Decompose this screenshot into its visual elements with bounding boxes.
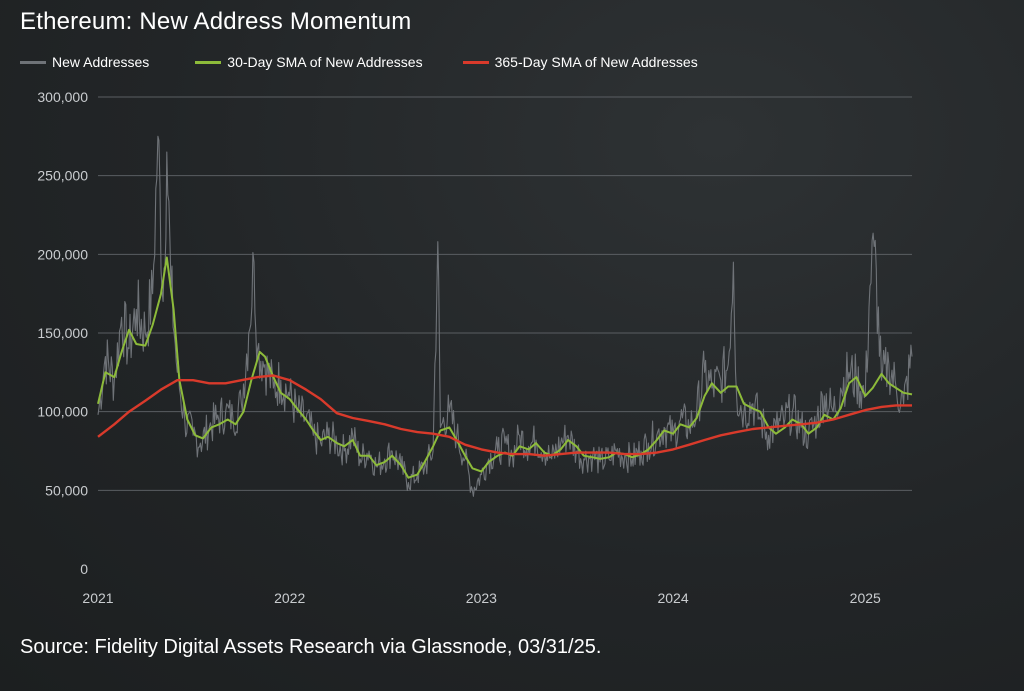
legend-label-365day-sma: 365-Day SMA of New Addresses (494, 54, 698, 70)
x-tick-label: 2022 (274, 590, 305, 606)
gridlines (98, 96, 912, 491)
y-tick-label: 100,000 (37, 404, 88, 420)
x-tick-label: 2025 (850, 590, 881, 606)
series-lines (97, 135, 913, 497)
x-tick-label: 2023 (466, 590, 497, 606)
source-note: Source: Fidelity Digital Assets Research… (20, 636, 602, 658)
legend-swatch-new-addresses (20, 60, 46, 64)
y-tick-label: 150,000 (37, 325, 88, 341)
legend-label-new-addresses: New Addresses (52, 54, 150, 70)
legend-label-30day-sma: 30-Day SMA of New Addresses (227, 54, 423, 70)
y-tick-label: 300,000 (37, 89, 88, 105)
legend-swatch-30day-sma (195, 60, 222, 64)
series-line-new-addresses (97, 135, 913, 497)
y-tick-label: 0 (80, 561, 88, 577)
x-tick-label: 2021 (82, 590, 113, 606)
chart-legend: New Addresses 30-Day SMA of New Addresse… (20, 52, 698, 72)
legend-swatch-365day-sma (462, 60, 489, 64)
series-line-365day-sma (97, 374, 912, 457)
x-tick-label: 2024 (657, 590, 688, 606)
legend-item-new-addresses: New Addresses (20, 54, 149, 70)
x-axis-tick-labels: 2021 2022 2023 2024 2025 (82, 590, 881, 606)
series-line-30day-sma (97, 256, 913, 479)
legend-item-30day-sma: 30-Day SMA of New Addresses (195, 54, 423, 70)
y-tick-label: 200,000 (37, 246, 88, 262)
y-tick-label: 250,000 (37, 168, 88, 184)
y-axis-tick-labels: 0 50,000 100,000 150,000 200,000 250,000 300,0… (37, 89, 88, 577)
legend-item-365day-sma: 365-Day SMA of New Addresses (462, 54, 698, 70)
chart-title: Ethereum: New Address Momentum (20, 8, 412, 35)
y-tick-label: 50,000 (45, 482, 88, 498)
